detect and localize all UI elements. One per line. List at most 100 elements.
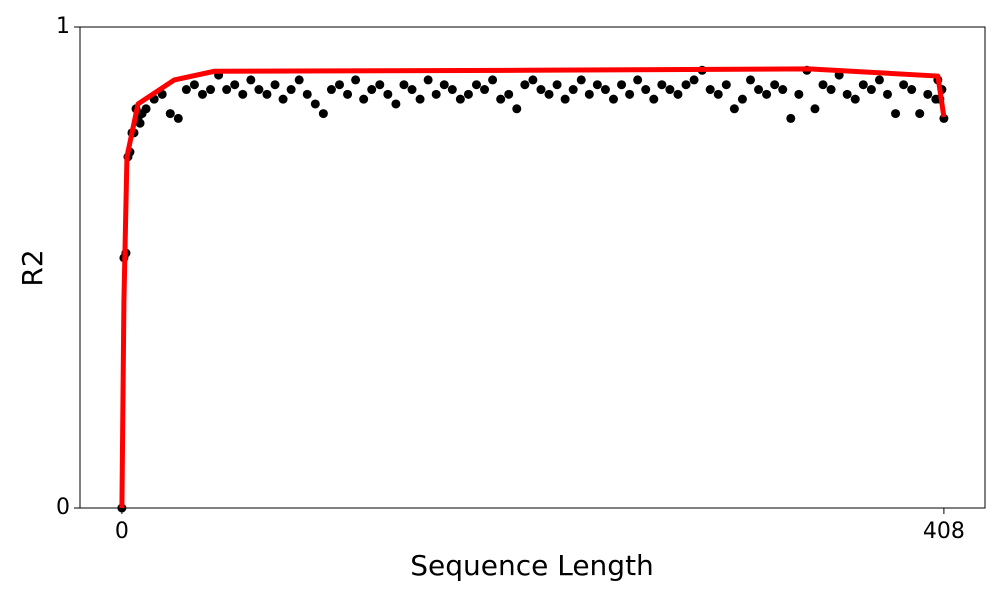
data-point (617, 80, 627, 90)
data-point (343, 89, 353, 99)
data-point (608, 94, 618, 104)
data-point (786, 113, 796, 123)
data-point (915, 109, 925, 119)
data-point (326, 85, 336, 95)
data-point (278, 94, 288, 104)
data-point (592, 80, 602, 90)
data-point (415, 94, 425, 104)
fit-line (119, 66, 947, 509)
y-tick-label: 0 (56, 495, 70, 520)
data-point (713, 89, 723, 99)
data-point (302, 89, 312, 99)
data-point (512, 104, 522, 114)
data-point (246, 75, 256, 85)
data-point (367, 85, 377, 95)
data-point (657, 80, 667, 90)
data-point (641, 85, 651, 95)
data-point (810, 104, 820, 114)
data-point (496, 94, 506, 104)
data-point (181, 85, 191, 95)
data-point (737, 94, 747, 104)
data-point (351, 75, 361, 85)
y-axis-label: R2 (16, 249, 49, 286)
data-point (423, 75, 433, 85)
data-point (262, 89, 272, 99)
data-point (794, 89, 804, 99)
data-point (681, 80, 691, 90)
data-point (391, 99, 401, 109)
data-point (584, 89, 594, 99)
data-point (866, 85, 876, 95)
data-point (528, 75, 538, 85)
y-tick-label: 1 (56, 14, 70, 39)
data-point (407, 85, 417, 95)
data-point (165, 109, 175, 119)
data-point (568, 85, 578, 95)
data-point (318, 109, 328, 119)
data-point (359, 94, 369, 104)
data-point (254, 85, 264, 95)
data-point (705, 85, 715, 95)
data-point (238, 89, 248, 99)
data-point (206, 85, 216, 95)
data-point (455, 94, 465, 104)
data-point (141, 104, 151, 114)
plot-frame (79, 26, 986, 509)
data-point (762, 89, 772, 99)
data-point (286, 85, 296, 95)
data-point (665, 85, 675, 95)
data-point (431, 89, 441, 99)
data-point (270, 80, 280, 90)
data-point (135, 118, 145, 128)
data-point (294, 75, 304, 85)
data-point (850, 94, 860, 104)
data-point (858, 80, 868, 90)
data-point (480, 85, 490, 95)
data-point (222, 85, 232, 95)
data-point (504, 89, 514, 99)
data-point (721, 80, 731, 90)
data-point (447, 85, 457, 95)
data-point (778, 85, 788, 95)
data-point (230, 80, 240, 90)
data-point (488, 75, 498, 85)
data-point (536, 85, 546, 95)
data-point (576, 75, 586, 85)
data-point (334, 80, 344, 90)
data-point (544, 89, 554, 99)
data-point (189, 80, 199, 90)
data-point (399, 80, 409, 90)
data-point (383, 89, 393, 99)
data-point (842, 89, 852, 99)
data-point (754, 85, 764, 95)
data-point (673, 89, 683, 99)
data-point (874, 75, 884, 85)
data-point (891, 109, 901, 119)
data-point (173, 113, 183, 123)
data-point (463, 89, 473, 99)
data-point (923, 89, 933, 99)
data-point (899, 80, 909, 90)
data-point (770, 80, 780, 90)
data-point (649, 94, 659, 104)
data-point (471, 80, 481, 90)
data-point (520, 80, 530, 90)
data-point (560, 94, 570, 104)
data-point (310, 99, 320, 109)
data-point (729, 104, 739, 114)
data-point (745, 75, 755, 85)
x-tick-label: 408 (923, 519, 965, 544)
data-point (625, 89, 635, 99)
data-point (375, 80, 385, 90)
data-point (552, 80, 562, 90)
data-point (439, 80, 449, 90)
x-tick-label: 0 (115, 519, 129, 544)
data-point (633, 75, 643, 85)
data-point (818, 80, 828, 90)
data-point (197, 89, 207, 99)
data-point (826, 85, 836, 95)
data-point (907, 85, 917, 95)
data-point (689, 75, 699, 85)
data-point (882, 89, 892, 99)
